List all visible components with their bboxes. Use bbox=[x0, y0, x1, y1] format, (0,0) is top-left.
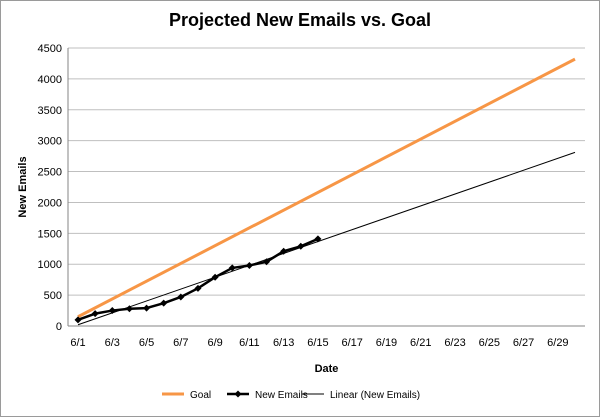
x-tick-label: 6/15 bbox=[307, 337, 328, 349]
series-line-2 bbox=[77, 151, 576, 326]
x-tick-label: 6/23 bbox=[444, 337, 465, 349]
x-tick-label: 6/25 bbox=[479, 337, 500, 349]
x-tick-label: 6/19 bbox=[376, 337, 397, 349]
y-tick-label: 3000 bbox=[38, 136, 62, 148]
x-tick-label: 6/5 bbox=[139, 337, 154, 349]
data-point-marker bbox=[91, 310, 99, 318]
y-axis-title: New Emails bbox=[17, 156, 29, 217]
x-tick-label: 6/1 bbox=[70, 337, 85, 349]
y-tick-label: 1500 bbox=[38, 228, 62, 240]
data-point-marker bbox=[194, 284, 202, 292]
legend-label: New Emails bbox=[255, 390, 308, 401]
y-tick-label: 500 bbox=[44, 290, 62, 302]
x-axis-title: Date bbox=[315, 363, 339, 375]
y-tick-label: 4500 bbox=[38, 43, 62, 55]
x-tick-label: 6/9 bbox=[207, 337, 222, 349]
data-point-marker bbox=[143, 304, 151, 312]
y-tick-label: 1000 bbox=[38, 259, 62, 271]
data-point-marker bbox=[160, 299, 168, 307]
y-tick-label: 2500 bbox=[38, 167, 62, 179]
legend-label: Linear (New Emails) bbox=[330, 390, 420, 401]
x-tick-label: 6/27 bbox=[513, 337, 534, 349]
series-line-0 bbox=[77, 57, 576, 319]
chart-title: Projected New Emails vs. Goal bbox=[168, 10, 432, 30]
y-tick-label: 3500 bbox=[38, 105, 62, 117]
x-tick-label: 6/7 bbox=[173, 337, 188, 349]
x-tick-label: 6/17 bbox=[341, 337, 362, 349]
x-tick-label: 6/3 bbox=[105, 337, 120, 349]
x-tick-label: 6/29 bbox=[547, 337, 568, 349]
x-tick-label: 6/11 bbox=[239, 337, 260, 349]
legend-label: Goal bbox=[190, 390, 211, 401]
y-tick-label: 0 bbox=[56, 321, 62, 333]
data-point-marker bbox=[74, 316, 82, 324]
y-tick-label: 2000 bbox=[38, 197, 62, 209]
data-point-marker bbox=[125, 305, 133, 313]
data-point-marker bbox=[228, 264, 236, 272]
x-tick-label: 6/13 bbox=[273, 337, 294, 349]
data-point-marker bbox=[177, 293, 185, 301]
legend-marker bbox=[234, 390, 242, 398]
x-tick-label: 6/21 bbox=[410, 337, 431, 349]
y-tick-label: 4000 bbox=[38, 74, 62, 86]
